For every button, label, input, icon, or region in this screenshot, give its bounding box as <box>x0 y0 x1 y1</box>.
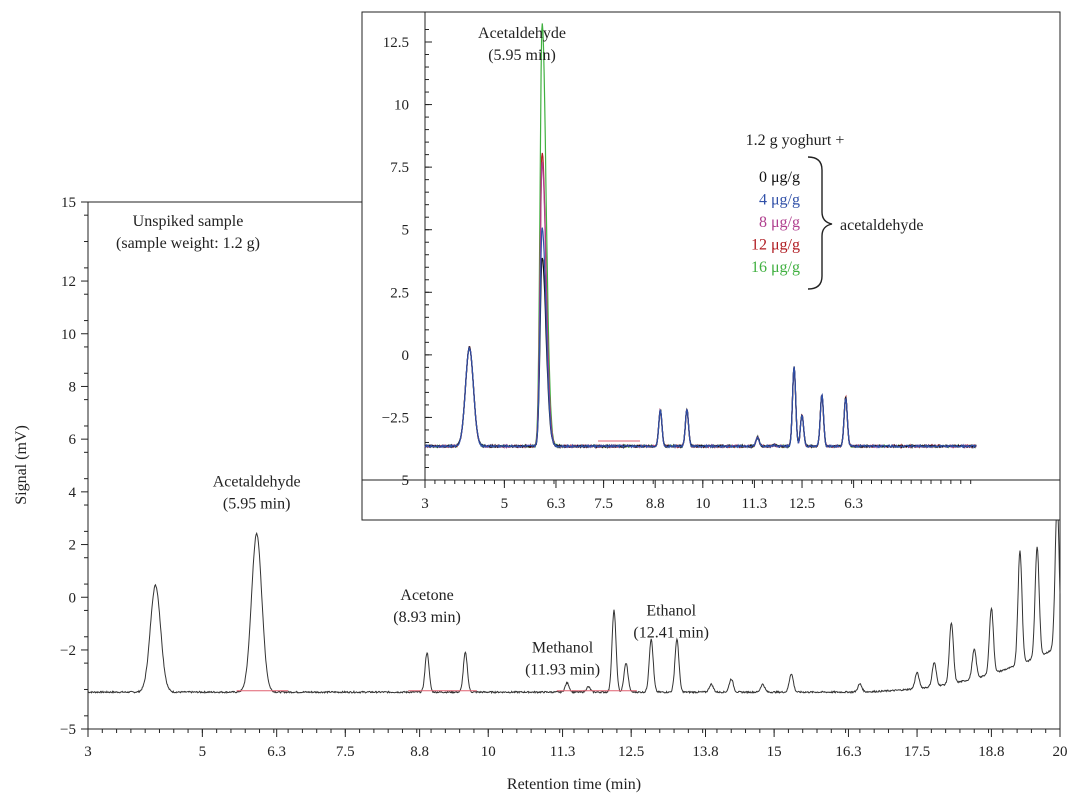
main-x-tick-label: 5 <box>199 744 207 760</box>
main-x-tick-label: 3 <box>84 744 92 760</box>
inset-x-tick-label: 11.3 <box>742 496 768 512</box>
inset-y-tick-label: 10 <box>394 98 409 114</box>
main-y-tick-label: 6 <box>69 432 77 448</box>
inset-annotation-line2: (5.95 min) <box>488 47 556 64</box>
main-x-tick-label: 18.8 <box>978 744 1004 760</box>
main-x-tick-label: 13.8 <box>692 744 718 760</box>
main-y-tick-label: 10 <box>61 327 76 343</box>
inset-x-tick-label: 12.5 <box>789 496 815 512</box>
inset-plot: −5 −2.5 0 2.5 5 7.5 10 12.5 3 5 6.3 7.5 8.8 10 11.3 12… <box>361 11 1061 521</box>
legend-brace <box>807 156 833 290</box>
main-x-axis-label: Retention time (min) <box>507 776 641 793</box>
peak-annotation-text: (5.95 min) <box>223 496 291 513</box>
inset-x-tick-label: 8.8 <box>646 496 665 512</box>
inset-x-tick-label: 3 <box>421 496 429 512</box>
peak-annotation-text: (11.93 min) <box>525 662 600 679</box>
main-y-ticks: −5 −2 0 2 4 6 8 10 12 15 <box>60 195 88 738</box>
peak-annotation-text: (12.41 min) <box>633 625 709 642</box>
inset-y-tick-label: 2.5 <box>390 285 409 301</box>
inset-y-tick-label: −2.5 <box>382 410 409 426</box>
inset-y-tick-label: 5 <box>402 223 410 239</box>
main-x-tick-label: 8.8 <box>410 744 429 760</box>
legend-item: 0 μg/g <box>759 169 800 186</box>
inset-chromatogram-lines <box>424 23 977 450</box>
inset-x-ticks: 3 5 6.3 7.5 8.8 10 11.3 12.5 6.3 <box>362 479 1060 512</box>
main-y-tick-label: 8 <box>69 379 77 395</box>
inset-x-tick-label: 6.3 <box>547 496 566 512</box>
main-x-tick-label: 11.3 <box>550 744 576 760</box>
main-y-tick-label: 4 <box>69 485 77 501</box>
legend-items: 0 μg/g 4 μg/g 8 μg/g 12 μg/g 16 μg/g <box>751 169 800 276</box>
main-y-tick-label: 2 <box>69 538 77 554</box>
legend-item: 4 μg/g <box>759 192 800 209</box>
inset-x-tick-label: 7.5 <box>594 496 613 512</box>
main-peak-annotations: Acetaldehyde (5.95 min) Acetone (8.93 min) M… <box>213 474 709 679</box>
inset-y-tick-label: 0 <box>402 348 410 364</box>
main-y-tick-label: 12 <box>61 274 76 290</box>
peak-annotation-text: Acetone <box>400 587 453 604</box>
legend-suffix: acetaldehyde <box>840 217 924 234</box>
peak-annotation-text: Acetaldehyde <box>213 474 301 491</box>
inset-y-ticks: −5 −2.5 0 2.5 5 7.5 10 12.5 <box>382 12 432 489</box>
sample-label-line1: Unspiked sample <box>133 213 244 230</box>
inset-x-tick-label: 5 <box>501 496 509 512</box>
inset-legend: 1.2 g yoghurt + 0 μg/g 4 μg/g 8 μg/g 12 μg/… <box>746 132 924 290</box>
main-x-tick-label: 7.5 <box>336 744 355 760</box>
inset-y-tick-label: −5 <box>393 473 409 489</box>
main-y-tick-label: −5 <box>60 722 76 738</box>
inset-annotation-line1: Acetaldehyde <box>478 25 566 42</box>
main-x-tick-label: 6.3 <box>267 744 286 760</box>
inset-frame <box>361 11 1061 521</box>
legend-item: 8 μg/g <box>759 214 800 231</box>
inset-y-tick-label: 12.5 <box>383 35 409 51</box>
main-x-tick-label: 10 <box>481 744 496 760</box>
main-chromatogram-line <box>87 502 1061 695</box>
peak-annotation-text: Ethanol <box>646 603 696 620</box>
main-x-tick-label: 17.5 <box>904 744 930 760</box>
legend-item: 12 μg/g <box>751 237 800 254</box>
inset-x-tick-label: 10 <box>695 496 710 512</box>
main-y-tick-label: 15 <box>61 195 76 211</box>
main-y-axis-label: Signal (mV) <box>13 425 30 505</box>
main-x-tick-label: 15 <box>767 744 782 760</box>
main-y-tick-label: 0 <box>69 590 77 606</box>
main-x-tick-label: 16.3 <box>835 744 861 760</box>
main-x-tick-label: 20 <box>1053 744 1068 760</box>
legend-title: 1.2 g yoghurt + <box>746 132 845 149</box>
main-x-tick-label: 12.5 <box>618 744 644 760</box>
inset-series-line <box>424 227 977 450</box>
peak-annotation-text: (8.93 min) <box>393 609 461 626</box>
main-x-ticks: 3 5 6.3 7.5 8.8 10 11.3 12.5 13.8 15 16.3 17.5 18.8 2… <box>84 729 1068 760</box>
peak-annotation-text: Methanol <box>532 640 594 657</box>
legend-item: 16 μg/g <box>751 259 800 276</box>
sample-label-line2: (sample weight: 1.2 g) <box>116 235 260 252</box>
inset-y-tick-label: 7.5 <box>390 160 409 176</box>
main-plot: −5 −2 0 2 4 6 8 10 12 15 3 5 6.3 7.5 8.8 10 11.3 12.5 13.… <box>13 195 1068 793</box>
main-y-tick-label: −2 <box>60 643 76 659</box>
inset-x-tick-label: 6.3 <box>844 496 863 512</box>
